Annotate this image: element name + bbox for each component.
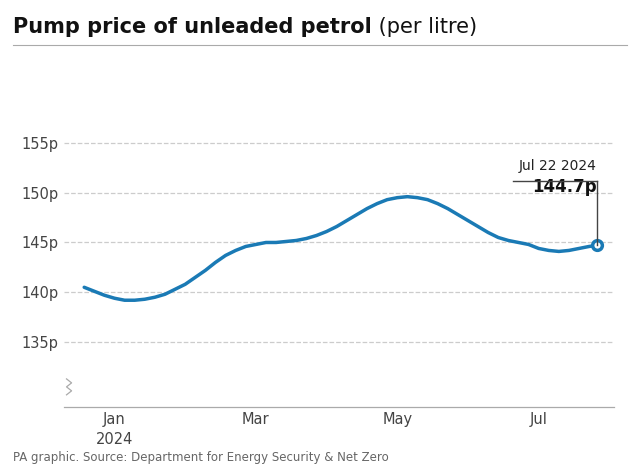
- Text: (per litre): (per litre): [372, 17, 477, 36]
- Text: Jul 22 2024: Jul 22 2024: [519, 159, 596, 173]
- Text: PA graphic. Source: Department for Energy Security & Net Zero: PA graphic. Source: Department for Energ…: [13, 452, 388, 464]
- Text: 144.7p: 144.7p: [532, 178, 596, 196]
- Text: Pump price of unleaded petrol: Pump price of unleaded petrol: [13, 17, 372, 36]
